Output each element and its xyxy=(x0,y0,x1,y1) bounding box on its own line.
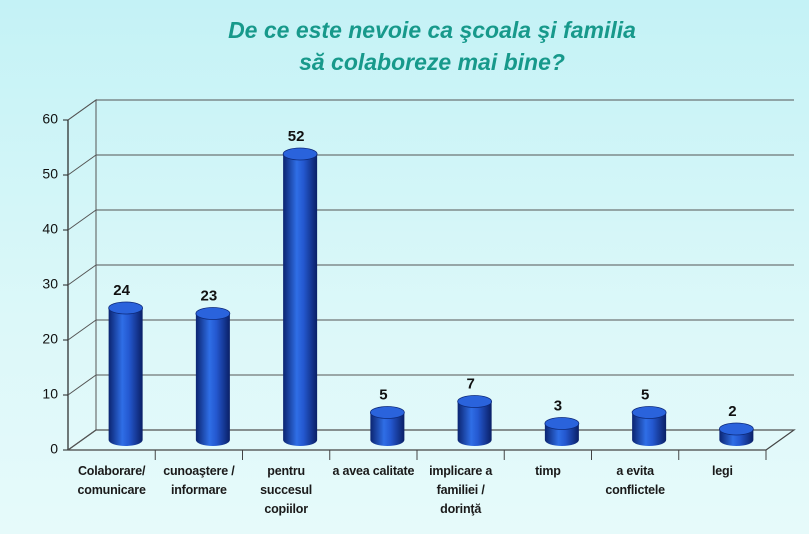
data-label: 3 xyxy=(554,397,562,414)
y-tick-label: 30 xyxy=(42,276,58,292)
bar xyxy=(108,301,144,446)
bar-part xyxy=(108,308,143,446)
x-tick-label: a avea calitate xyxy=(332,464,415,478)
bar-part xyxy=(369,406,405,419)
y-tick-label: 60 xyxy=(42,111,58,127)
x-tick-label: Colaborare/ comunicare xyxy=(77,464,146,497)
bar xyxy=(631,406,667,446)
data-label: 52 xyxy=(288,128,305,145)
grid-line xyxy=(67,319,97,341)
bar-part xyxy=(718,422,754,436)
bar xyxy=(282,147,318,446)
data-label: 5 xyxy=(641,386,649,403)
bar-part xyxy=(544,417,580,430)
bar-part xyxy=(631,406,667,419)
bar-part xyxy=(195,307,231,320)
bar xyxy=(457,395,493,446)
x-tick-label: timp xyxy=(535,464,561,478)
chart-title: De ce este nevoie ca şcoala şi familia xyxy=(228,17,636,43)
bar-part xyxy=(283,154,318,446)
bar-part xyxy=(457,395,493,408)
y-tick-label: 0 xyxy=(50,441,58,457)
grid-line xyxy=(67,209,97,231)
data-label: 23 xyxy=(201,287,218,304)
bar-part xyxy=(370,412,405,446)
bar-part xyxy=(282,147,318,161)
grid-line xyxy=(67,429,97,451)
bar xyxy=(195,307,231,446)
data-label: 5 xyxy=(379,386,387,403)
x-tick-label: pentru succesul copiilor xyxy=(260,464,313,516)
data-label: 24 xyxy=(113,282,130,299)
grid-line xyxy=(67,99,97,121)
y-tick-label: 50 xyxy=(42,166,58,182)
bar xyxy=(544,417,580,446)
grid-line xyxy=(67,374,97,396)
bar-part xyxy=(544,423,579,446)
floor xyxy=(67,429,796,451)
chart-title: să colaboreze mai bine? xyxy=(299,49,565,75)
bar-part xyxy=(632,412,667,446)
bar xyxy=(718,422,754,446)
bar-part xyxy=(195,313,230,446)
grid-line xyxy=(67,264,97,286)
bar-part xyxy=(457,401,492,446)
y-tick-label: 40 xyxy=(42,221,58,237)
x-tick-label: legi xyxy=(712,464,733,478)
x-tick-label: implicare a familiei / dorinţă xyxy=(429,464,493,516)
data-label: 2 xyxy=(728,403,736,420)
x-tick-label: a evita conflictele xyxy=(605,464,665,497)
bar-part xyxy=(108,301,144,315)
bar xyxy=(369,406,405,446)
y-tick-label: 10 xyxy=(42,386,58,402)
data-label: 7 xyxy=(466,375,474,392)
y-tick-label: 20 xyxy=(42,331,58,347)
grid-line xyxy=(67,154,97,176)
x-tick-label: cunoaştere / informare xyxy=(163,464,235,497)
